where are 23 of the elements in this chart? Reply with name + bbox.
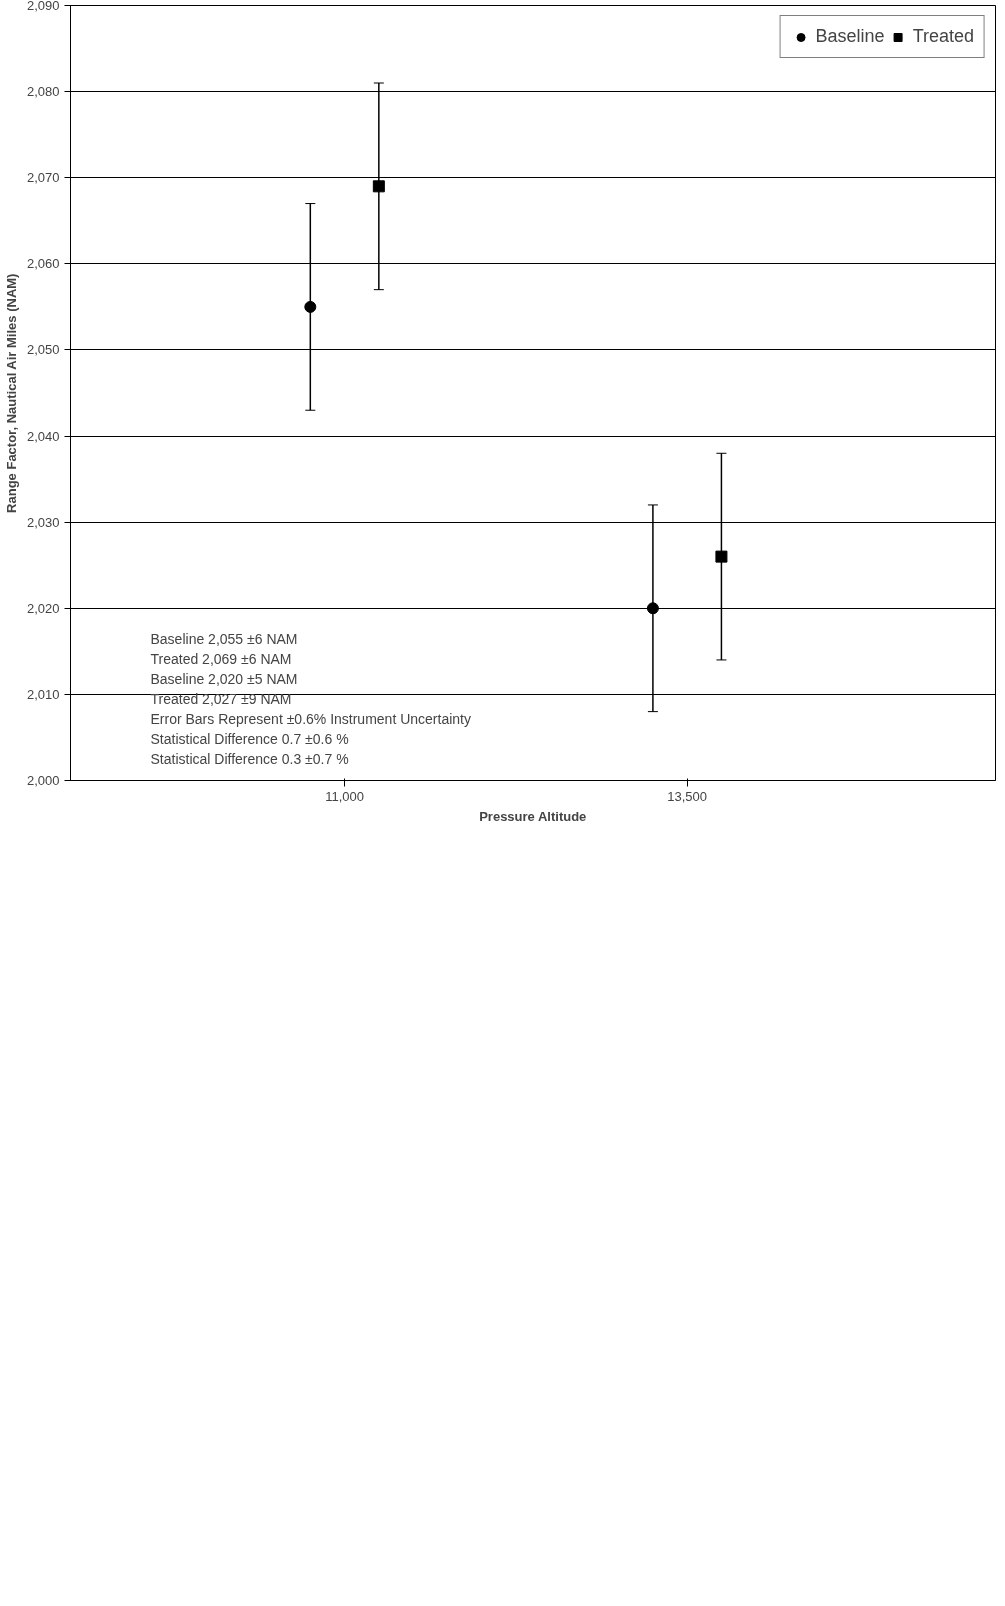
y-tick-label: 2,060: [26, 256, 60, 272]
annotation: Statistical Difference 0.7 ±0.6 %: [150, 730, 349, 747]
x-tick-label: 11,000: [325, 788, 364, 804]
annotation: Baseline 2,020 ±5 NAM: [150, 670, 298, 687]
y-tick-label: 2,050: [26, 342, 60, 358]
y-tick-label: 2,030: [26, 514, 60, 530]
x-tick-label: 13,500: [667, 788, 708, 804]
y-tick-label: 2,080: [26, 84, 60, 100]
annotation: Error Bars Represent ±0.6% Instrument Uncertainty: [150, 710, 471, 727]
legend-label: Baseline: [815, 26, 885, 47]
y-tick-label: 2,090: [26, 0, 60, 13]
y-tick-label: 2,000: [26, 773, 60, 788]
annotation: Treated 2,069 ±6 NAM: [150, 650, 292, 667]
y-tick-label: 2,020: [26, 600, 60, 616]
y-tick-label: 2,070: [26, 170, 60, 186]
annotation: Baseline 2,055 ±6 NAM: [150, 630, 298, 647]
legend-label: Treated: [912, 26, 974, 47]
y-tick-label: 2,040: [26, 428, 60, 444]
annotation: Statistical Difference 0.3 ±0.7 %: [150, 750, 349, 767]
y-tick-label: 2,010: [26, 686, 60, 702]
annotation: Treated 2,027 ±9 NAM: [150, 690, 292, 707]
y-axis-title: Range Factor, Nautical Air Miles (NAM): [3, 273, 19, 513]
x-axis-title: Pressure Altitude: [479, 808, 587, 824]
